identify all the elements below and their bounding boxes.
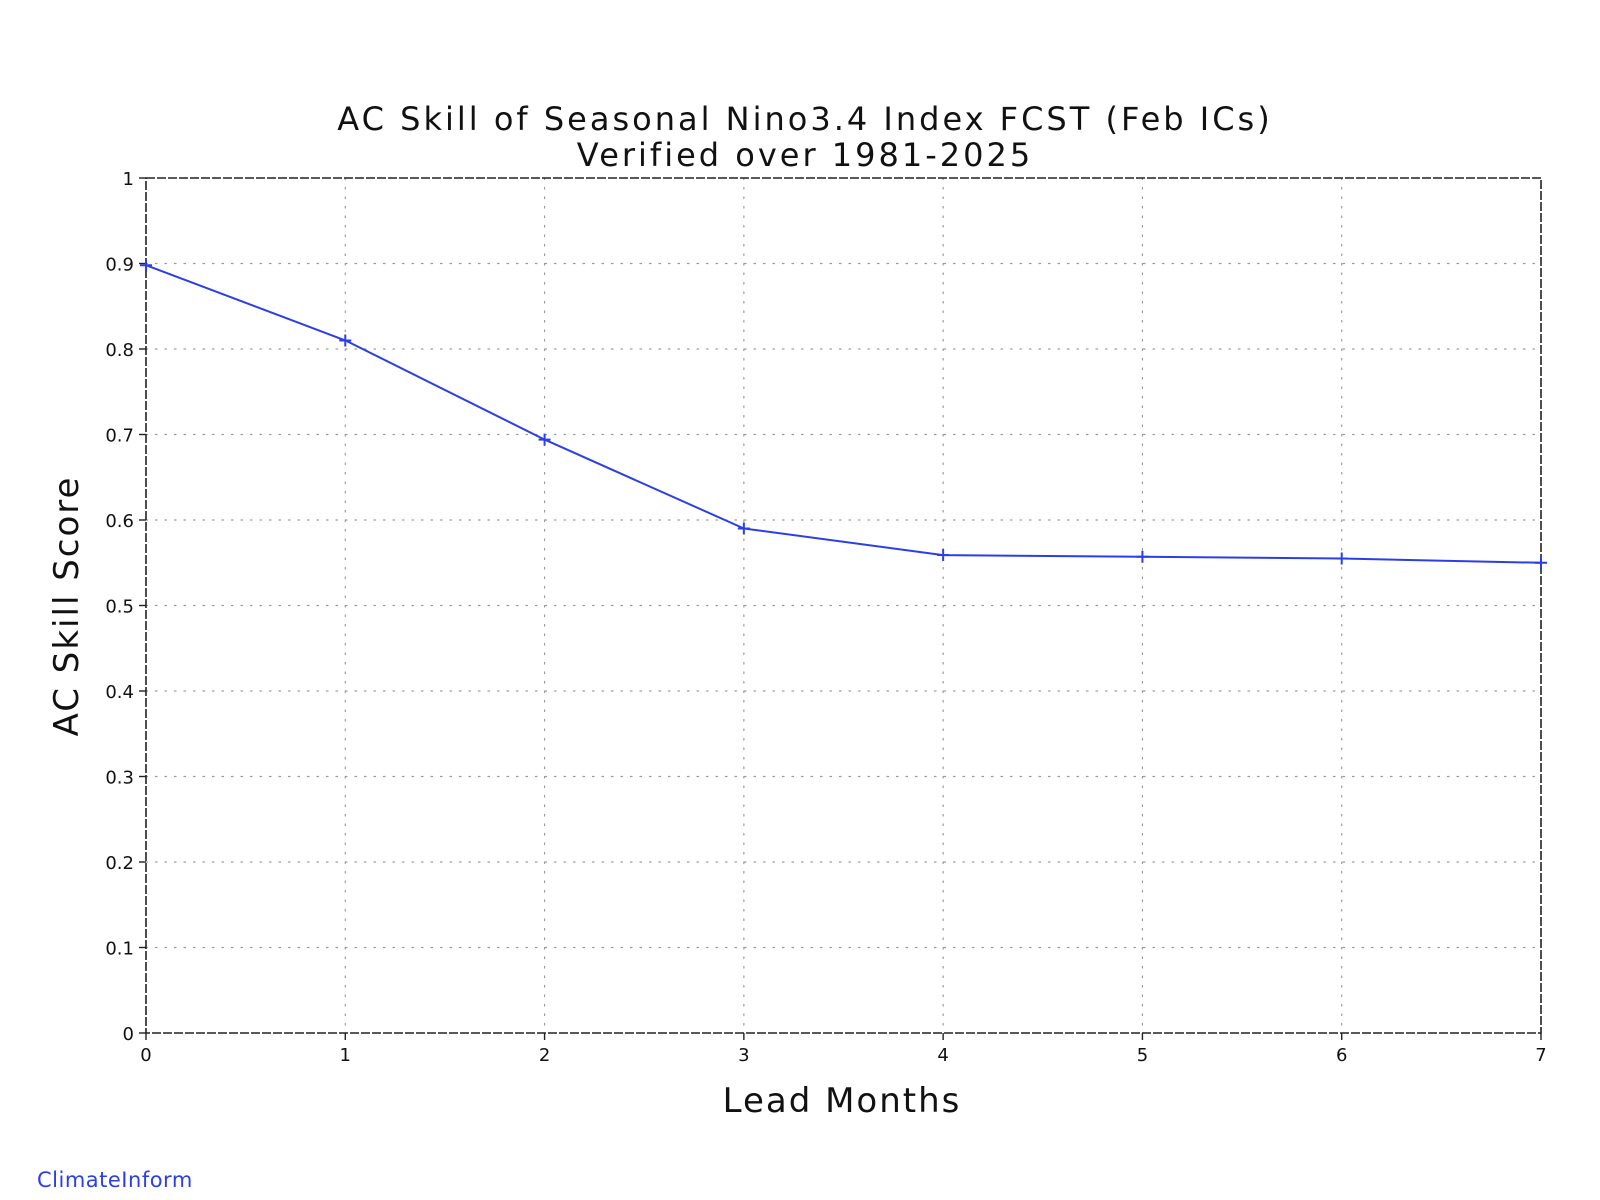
x-tick-label: 3 [738, 1045, 749, 1066]
y-tick-label: 0.9 [105, 255, 134, 276]
x-tick-label: 6 [1336, 1045, 1347, 1066]
data-point-marker [538, 433, 551, 446]
x-tick-label: 7 [1535, 1045, 1546, 1066]
grid [145, 177, 1542, 1034]
data-point-marker [1136, 550, 1149, 563]
x-tick-label: 5 [1137, 1045, 1148, 1066]
y-tick-label: 0.7 [105, 426, 134, 447]
series-line [145, 264, 1542, 564]
x-tick-label: 1 [340, 1045, 351, 1066]
data-point-marker [737, 522, 750, 535]
y-tick-label: 0 [123, 1024, 134, 1045]
y-tick-label: 0.3 [105, 768, 134, 789]
data-point-marker [1535, 556, 1547, 569]
x-axis-label: Lead Months [723, 1081, 962, 1121]
data-point-marker [1335, 552, 1348, 565]
y-tick-label: 0.1 [105, 939, 134, 960]
chart-title: AC Skill of Seasonal Nino3.4 Index FCST … [337, 100, 1272, 138]
series-layer [140, 259, 1547, 569]
data-point-marker [140, 259, 152, 272]
y-tick-label: 0.2 [105, 853, 134, 874]
y-tick-label: 0.6 [105, 511, 134, 532]
credit-text: ClimateInform [37, 1168, 193, 1192]
y-tick-label: 0.8 [105, 340, 134, 361]
y-axis: 0 0.1 0.2 0.3 0.4 0.5 0.6 0.7 0.8 0.9 1 [105, 169, 146, 1045]
y-tick-label: 0.5 [105, 597, 134, 618]
x-tick-label: 4 [937, 1045, 948, 1066]
data-point-marker [937, 549, 950, 562]
x-tick-label: 2 [539, 1045, 550, 1066]
y-tick-label: 1 [123, 169, 134, 190]
x-axis: 0 1 2 3 4 5 6 7 [140, 1033, 1547, 1066]
data-point-marker [339, 334, 352, 347]
y-axis-label: AC Skill Score [47, 476, 87, 737]
y-tick-label: 0.4 [105, 682, 134, 703]
chart-subtitle: Verified over 1981-2025 [577, 136, 1033, 174]
x-tick-label: 0 [140, 1045, 151, 1066]
